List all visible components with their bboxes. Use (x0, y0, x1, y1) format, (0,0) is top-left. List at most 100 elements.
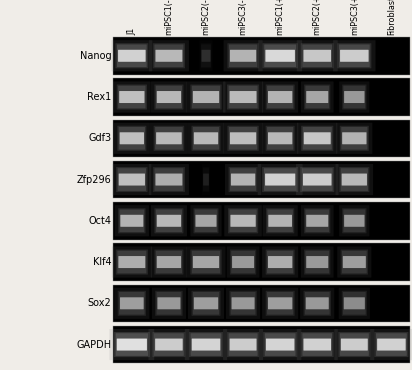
FancyBboxPatch shape (231, 292, 255, 314)
FancyBboxPatch shape (149, 40, 189, 71)
FancyBboxPatch shape (343, 86, 365, 108)
FancyBboxPatch shape (339, 167, 370, 192)
FancyBboxPatch shape (157, 297, 180, 309)
FancyBboxPatch shape (193, 91, 219, 103)
FancyBboxPatch shape (230, 132, 256, 144)
FancyBboxPatch shape (156, 251, 182, 273)
FancyBboxPatch shape (302, 168, 332, 191)
FancyBboxPatch shape (267, 251, 293, 273)
FancyBboxPatch shape (259, 329, 301, 360)
FancyBboxPatch shape (118, 256, 145, 268)
FancyBboxPatch shape (112, 246, 152, 278)
FancyBboxPatch shape (340, 333, 369, 356)
FancyBboxPatch shape (305, 251, 329, 273)
FancyBboxPatch shape (342, 251, 367, 273)
Text: Nanog: Nanog (80, 51, 111, 61)
FancyBboxPatch shape (194, 297, 218, 309)
FancyBboxPatch shape (154, 84, 183, 110)
FancyBboxPatch shape (266, 126, 295, 151)
FancyBboxPatch shape (232, 297, 255, 309)
FancyBboxPatch shape (116, 333, 148, 356)
FancyBboxPatch shape (229, 44, 257, 67)
FancyBboxPatch shape (339, 81, 370, 112)
FancyBboxPatch shape (376, 333, 407, 356)
FancyBboxPatch shape (262, 167, 298, 192)
FancyBboxPatch shape (194, 132, 218, 144)
FancyBboxPatch shape (344, 91, 365, 103)
FancyBboxPatch shape (203, 167, 209, 192)
FancyBboxPatch shape (333, 40, 375, 71)
FancyBboxPatch shape (265, 333, 295, 356)
FancyBboxPatch shape (229, 127, 257, 149)
FancyBboxPatch shape (157, 256, 181, 268)
FancyBboxPatch shape (301, 246, 334, 278)
FancyBboxPatch shape (156, 209, 182, 232)
FancyBboxPatch shape (192, 251, 220, 273)
FancyBboxPatch shape (301, 81, 334, 112)
FancyBboxPatch shape (225, 164, 261, 195)
FancyBboxPatch shape (189, 332, 223, 357)
FancyBboxPatch shape (301, 126, 333, 151)
FancyBboxPatch shape (229, 209, 257, 232)
Text: Sox2: Sox2 (87, 298, 111, 308)
FancyBboxPatch shape (195, 215, 217, 227)
FancyBboxPatch shape (201, 44, 211, 67)
FancyBboxPatch shape (263, 332, 297, 357)
FancyBboxPatch shape (304, 208, 330, 233)
FancyBboxPatch shape (267, 209, 293, 232)
Text: J1: J1 (127, 28, 136, 35)
FancyBboxPatch shape (230, 50, 256, 62)
FancyBboxPatch shape (190, 249, 222, 275)
FancyBboxPatch shape (152, 288, 186, 319)
FancyBboxPatch shape (305, 86, 329, 108)
FancyBboxPatch shape (119, 174, 145, 185)
FancyBboxPatch shape (154, 126, 184, 151)
FancyBboxPatch shape (370, 329, 412, 360)
Bar (113, 243, 410, 281)
FancyBboxPatch shape (375, 332, 408, 357)
FancyBboxPatch shape (267, 86, 293, 108)
Bar (113, 37, 410, 75)
FancyBboxPatch shape (154, 208, 183, 233)
FancyBboxPatch shape (266, 208, 294, 233)
FancyBboxPatch shape (344, 297, 365, 309)
FancyBboxPatch shape (343, 292, 366, 314)
FancyBboxPatch shape (150, 123, 188, 154)
FancyBboxPatch shape (339, 44, 370, 67)
FancyBboxPatch shape (230, 215, 256, 227)
FancyBboxPatch shape (155, 127, 183, 149)
FancyBboxPatch shape (266, 339, 295, 350)
FancyBboxPatch shape (227, 246, 260, 278)
FancyBboxPatch shape (264, 168, 296, 191)
FancyBboxPatch shape (304, 291, 331, 316)
FancyBboxPatch shape (258, 164, 302, 195)
FancyBboxPatch shape (306, 91, 328, 103)
FancyBboxPatch shape (203, 174, 209, 185)
FancyBboxPatch shape (203, 168, 209, 191)
FancyBboxPatch shape (297, 123, 337, 154)
FancyBboxPatch shape (114, 288, 150, 319)
FancyBboxPatch shape (153, 167, 185, 192)
FancyBboxPatch shape (155, 50, 183, 62)
FancyBboxPatch shape (185, 329, 227, 360)
FancyBboxPatch shape (306, 215, 328, 227)
FancyBboxPatch shape (343, 256, 366, 268)
FancyBboxPatch shape (303, 174, 332, 185)
FancyBboxPatch shape (262, 288, 298, 319)
FancyBboxPatch shape (119, 132, 144, 144)
FancyBboxPatch shape (156, 132, 182, 144)
FancyBboxPatch shape (297, 40, 338, 71)
FancyBboxPatch shape (227, 84, 259, 110)
FancyBboxPatch shape (268, 297, 293, 309)
FancyBboxPatch shape (342, 84, 367, 110)
FancyBboxPatch shape (344, 215, 365, 227)
FancyBboxPatch shape (297, 329, 338, 360)
FancyBboxPatch shape (262, 43, 298, 68)
FancyBboxPatch shape (340, 50, 369, 62)
FancyBboxPatch shape (258, 40, 302, 71)
FancyBboxPatch shape (155, 174, 183, 185)
FancyBboxPatch shape (117, 339, 147, 350)
FancyBboxPatch shape (155, 291, 183, 316)
FancyBboxPatch shape (191, 333, 221, 356)
FancyBboxPatch shape (202, 164, 210, 195)
